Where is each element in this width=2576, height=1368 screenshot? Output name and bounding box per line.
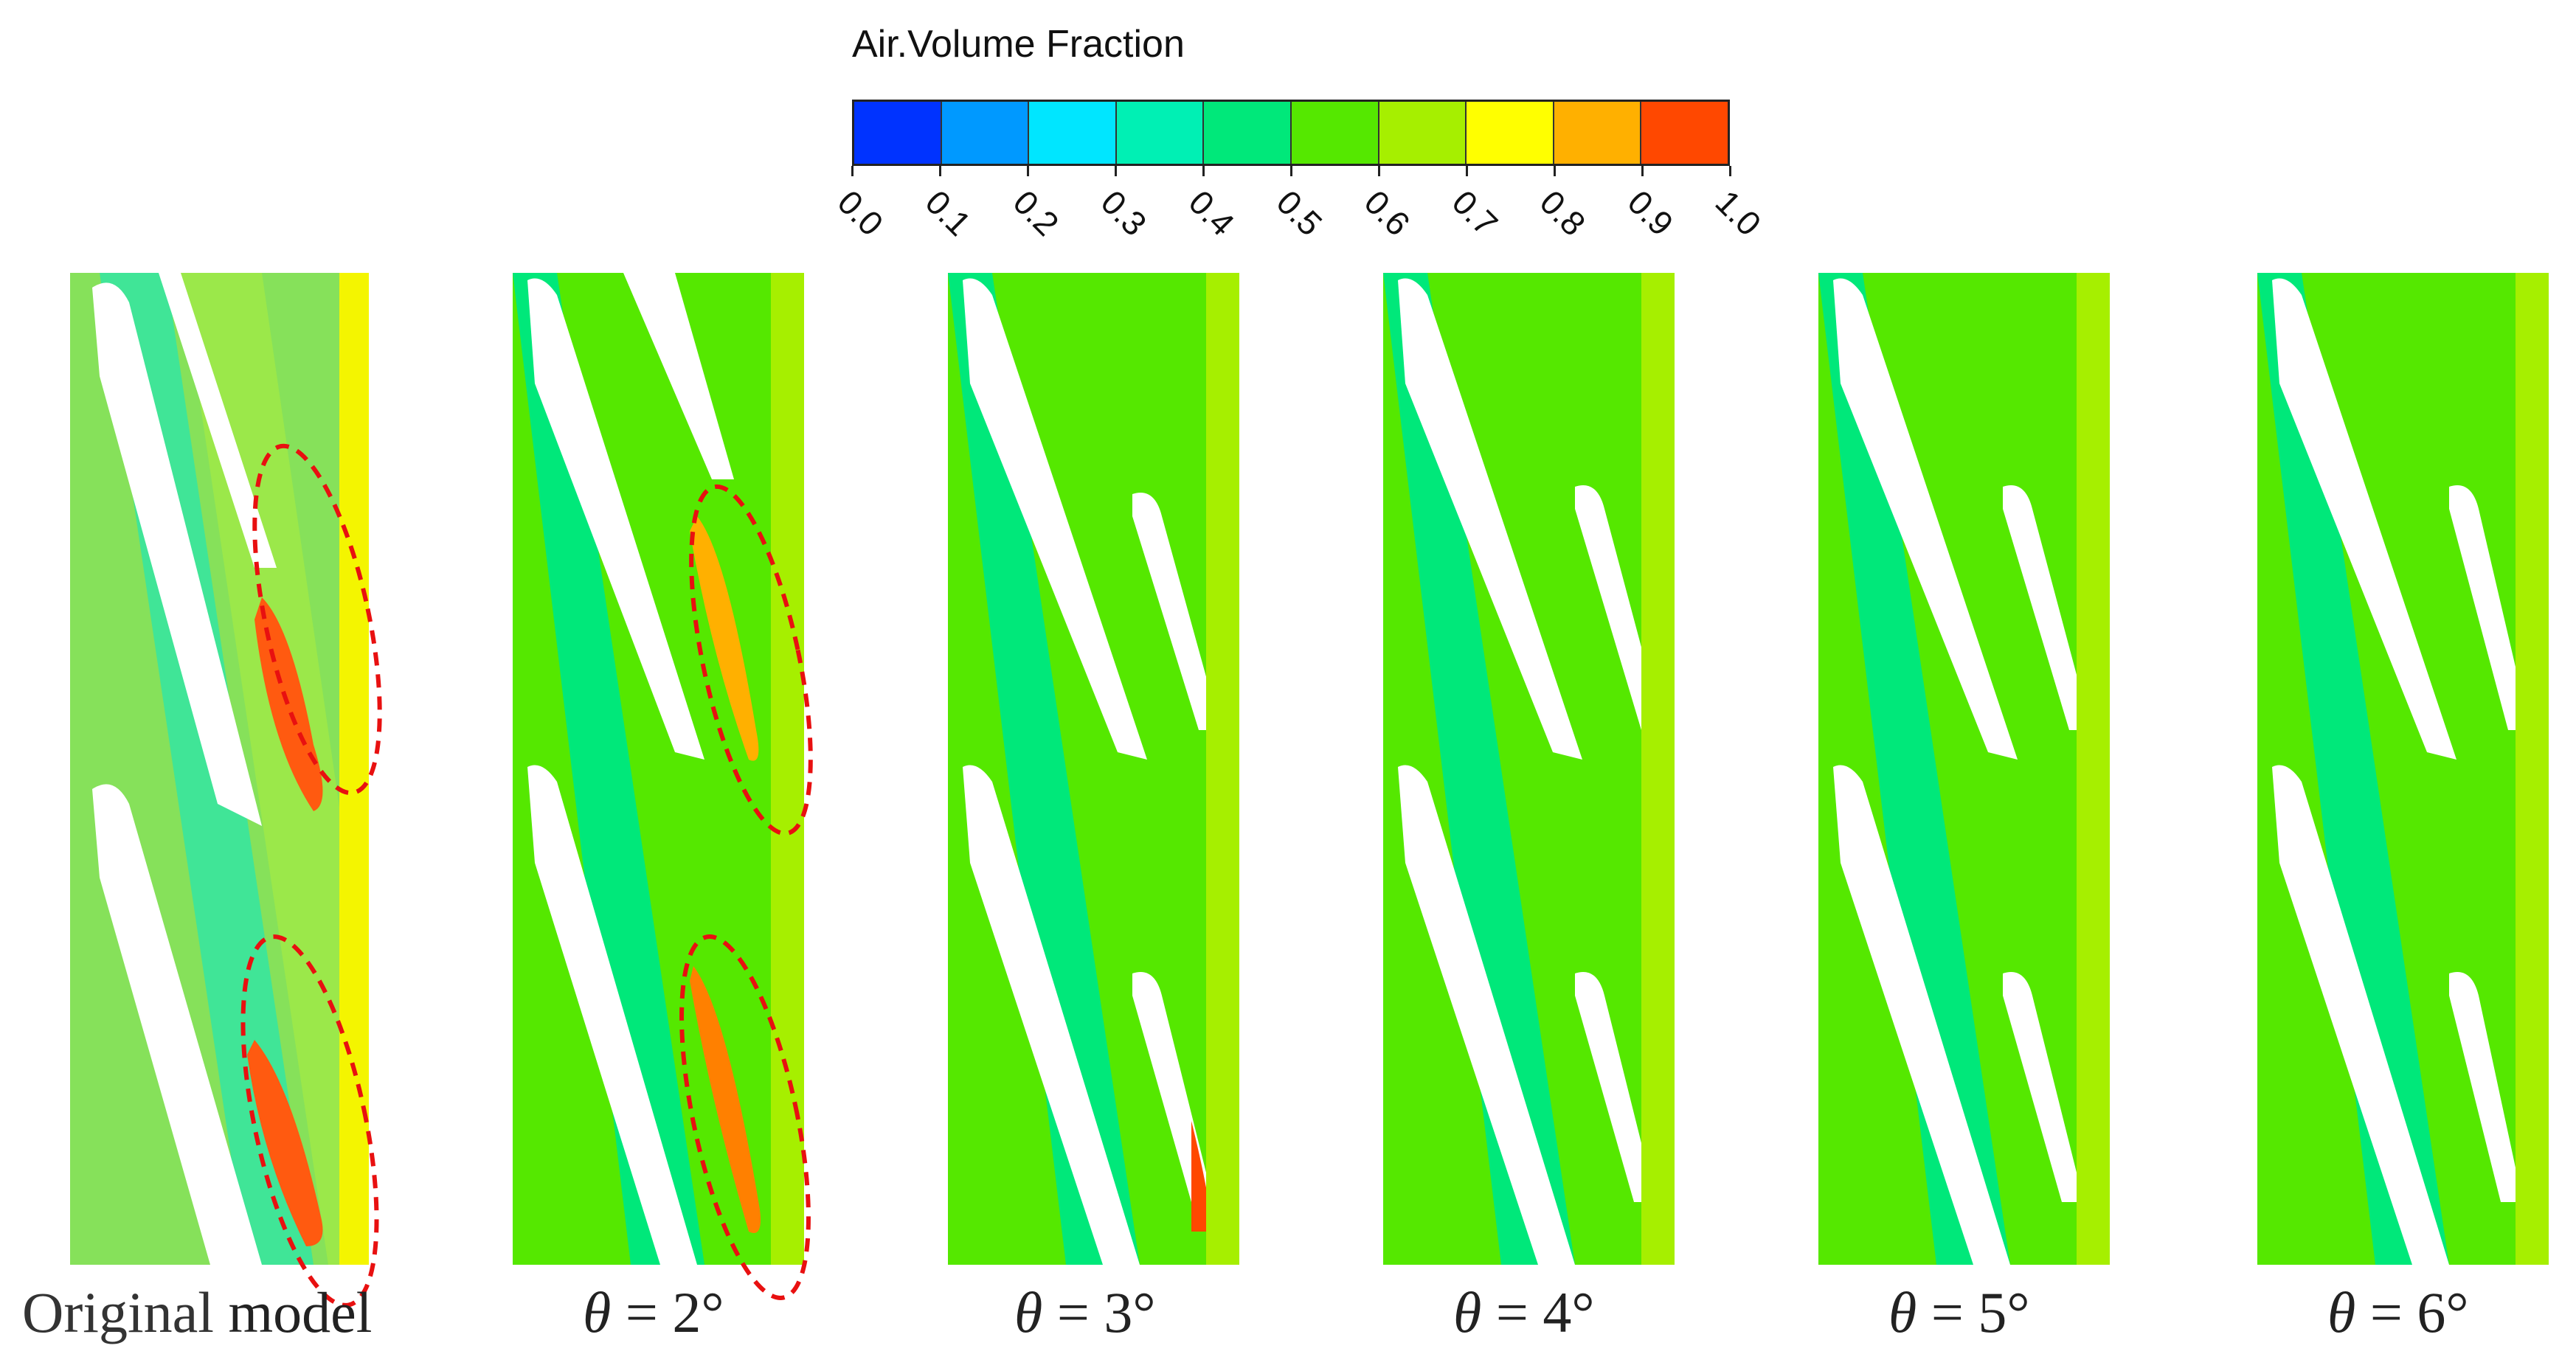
contour-original <box>70 273 369 1265</box>
colorbar-tick-label: 0.9 <box>1620 182 1681 243</box>
caption-original-a: Original <box>22 1280 214 1344</box>
theta-symbol: θ <box>1453 1280 1482 1344</box>
colorbar-tick-mark <box>1027 166 1029 176</box>
caption-theta3: θ = 3° <box>1014 1280 1156 1346</box>
colorbar-tick-label: 0.6 <box>1357 182 1418 243</box>
colorbar-tick-mark <box>1466 166 1468 176</box>
caption-theta5: θ = 5° <box>1888 1280 2030 1346</box>
caption-theta2-value: = 2° <box>611 1280 724 1344</box>
caption-theta4: θ = 4° <box>1453 1280 1595 1346</box>
colorbar-swatch <box>1379 102 1467 164</box>
colorbar-swatch <box>1116 102 1205 164</box>
colorbar-tick-mark <box>1554 166 1556 176</box>
colorbar-tick-mark <box>851 166 854 176</box>
panel-theta2 <box>513 273 804 1265</box>
legend-title: Air.Volume Fraction <box>852 23 1185 66</box>
colorbar-tick-label: 0.1 <box>918 182 979 243</box>
caption-theta3-value: = 3° <box>1042 1280 1156 1344</box>
colorbar-swatch <box>1554 102 1642 164</box>
panel-theta4 <box>1383 273 1675 1265</box>
theta-symbol: θ <box>1014 1280 1043 1344</box>
contour-theta6 <box>2257 273 2549 1265</box>
contour-theta5 <box>1818 273 2110 1265</box>
theta-symbol: θ <box>583 1280 612 1344</box>
colorbar-tick-label: 0.2 <box>1005 182 1067 243</box>
colorbar-swatch <box>1467 102 1554 164</box>
colorbar-tick-mark <box>1378 166 1380 176</box>
colorbar-ticks: 0.0 0.1 0.2 0.3 0.4 0.5 0.6 0.7 0.8 0.9 1.0 <box>831 166 1769 254</box>
colorbar-tick-label: 0.0 <box>830 182 891 243</box>
colorbar-tick-label: 1.0 <box>1708 182 1769 243</box>
colorbar-tick-label: 0.4 <box>1181 182 1242 243</box>
caption-original-b: model <box>213 1280 373 1344</box>
caption-theta6-value: = 6° <box>2355 1280 2469 1344</box>
contour-theta2 <box>513 273 804 1265</box>
theta-symbol: θ <box>2327 1280 2356 1344</box>
colorbar-tick-mark <box>1729 166 1731 176</box>
contour-theta4 <box>1383 273 1675 1265</box>
colorbar-swatch <box>1641 102 1728 164</box>
caption-theta6: θ = 6° <box>2327 1280 2469 1346</box>
panel-theta6 <box>2257 273 2549 1265</box>
colorbar-tick-mark <box>1290 166 1292 176</box>
panel-theta5 <box>1818 273 2110 1265</box>
colorbar-swatch <box>1029 102 1117 164</box>
colorbar-tick-mark <box>1115 166 1117 176</box>
caption-theta4-value: = 4° <box>1481 1280 1595 1344</box>
colorbar-tick-label: 0.3 <box>1093 182 1154 243</box>
colorbar-tick-label: 0.8 <box>1532 182 1593 243</box>
caption-original: Original model <box>22 1280 372 1346</box>
colorbar-tick-mark <box>1641 166 1644 176</box>
colorbar-swatch <box>854 102 942 164</box>
colorbar-tick-label: 0.7 <box>1444 182 1506 243</box>
contour-theta3 <box>948 273 1239 1265</box>
colorbar-tick-mark <box>1202 166 1205 176</box>
colorbar-tick-label: 0.5 <box>1269 182 1330 243</box>
colorbar-swatch <box>1204 102 1292 164</box>
colorbar <box>852 100 1730 166</box>
theta-symbol: θ <box>1888 1280 1917 1344</box>
caption-theta2: θ = 2° <box>583 1280 724 1346</box>
colorbar-swatch <box>941 102 1030 164</box>
panel-original <box>70 273 369 1265</box>
colorbar-swatch <box>1291 102 1379 164</box>
panel-theta3 <box>948 273 1239 1265</box>
colorbar-tick-mark <box>939 166 941 176</box>
caption-theta5-value: = 5° <box>1917 1280 2030 1344</box>
